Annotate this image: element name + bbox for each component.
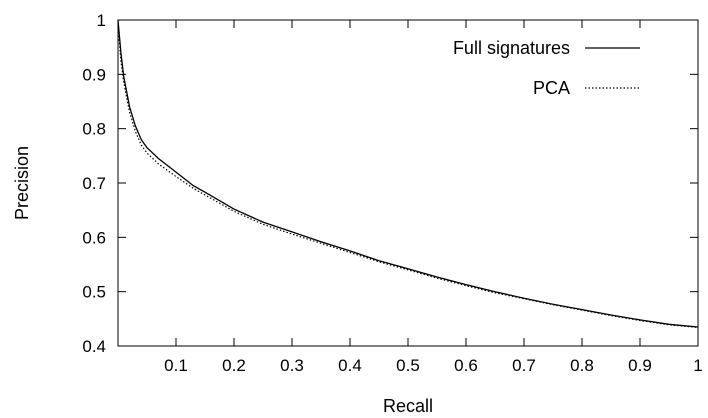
legend: Full signatures PCA — [453, 38, 640, 98]
x-tick-label: 0.9 — [628, 356, 652, 375]
x-tick-label: 0.2 — [222, 356, 246, 375]
series-line-2 — [117, 25, 699, 329]
x-tick-label: 0.6 — [454, 356, 478, 375]
y-tick-label: 0.8 — [82, 120, 106, 139]
x-tick-label: 0.4 — [338, 356, 362, 375]
y-tick-label: 0.4 — [82, 337, 106, 356]
y-tick-label: 0.5 — [82, 283, 106, 302]
series-lines — [117, 19, 699, 329]
y-axis-ticks: 0.4 0.5 0.6 0.7 0.8 0.9 1 — [82, 11, 698, 356]
y-axis-label: Precision — [12, 146, 32, 220]
y-tick-label: 0.6 — [82, 228, 106, 247]
y-tick-label: 0.9 — [82, 65, 106, 84]
x-axis-label: Recall — [383, 396, 433, 416]
x-tick-label: 0.5 — [396, 356, 420, 375]
x-tick-label: 0.1 — [164, 356, 188, 375]
series-line-1 — [117, 19, 699, 328]
legend-label-1: Full signatures — [453, 38, 570, 58]
plot-border — [117, 19, 699, 347]
x-tick-label: 0.7 — [512, 356, 536, 375]
y-tick-label: 1 — [97, 11, 106, 30]
x-tick-label: 1 — [693, 356, 702, 375]
x-tick-label: 0.8 — [570, 356, 594, 375]
y-tick-label: 0.7 — [82, 174, 106, 193]
x-axis-ticks: 0.1 0.2 0.3 0.4 0.5 0.6 0.7 0.8 0.9 1 — [164, 20, 703, 375]
x-tick-label: 0.3 — [280, 356, 304, 375]
plot-frame — [117, 19, 699, 347]
legend-label-2: PCA — [533, 78, 570, 98]
